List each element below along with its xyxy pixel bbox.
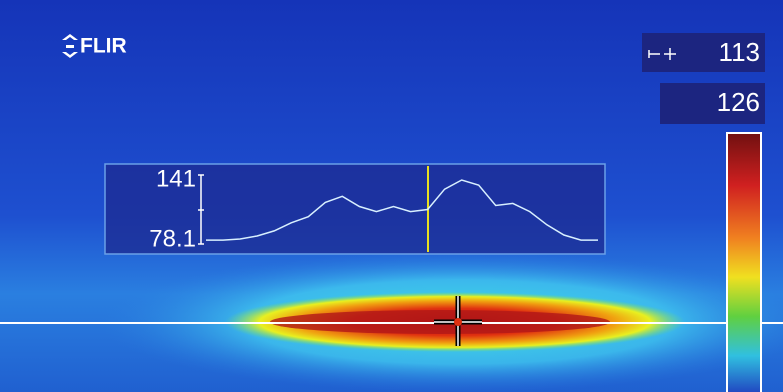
profile-max-label: 141 [156,165,196,192]
profile-min-label: 78.1 [149,225,196,252]
logo-text: FLIR [80,35,127,58]
profile-panel: 141 78.1 [105,164,605,254]
spot-temperature: 113 [719,37,760,67]
logo: FLIR [62,34,127,58]
color-scale [727,133,761,392]
thermal-screen: FLIR 113 126 141 78.1 [0,0,783,392]
scale-max: 126 [717,87,760,117]
